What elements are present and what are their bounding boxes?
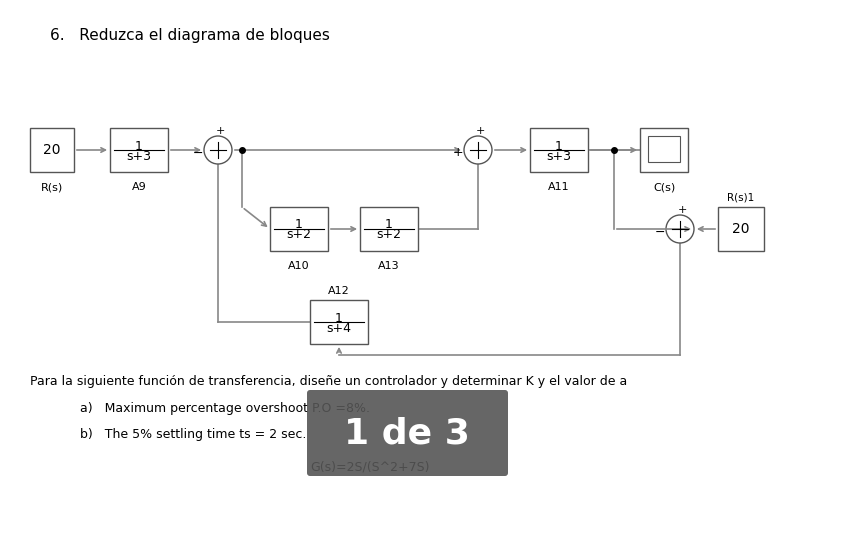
Text: −: − (655, 225, 665, 238)
Bar (310, 300, 368, 344)
Bar (30, 128, 74, 172)
Bar (530, 128, 588, 172)
Text: +: + (475, 126, 485, 136)
Bar (360, 207, 418, 251)
Text: 1: 1 (295, 218, 303, 231)
Text: 1: 1 (555, 139, 563, 152)
Text: +: + (677, 205, 687, 215)
Text: 1: 1 (385, 218, 393, 231)
Text: s+2: s+2 (287, 229, 312, 242)
Text: 1 de 3: 1 de 3 (344, 416, 470, 450)
Text: a)   Maximum percentage overshoot P.O =8%.: a) Maximum percentage overshoot P.O =8%. (80, 402, 370, 415)
Text: Para la siguiente función de transferencia, diseñe un controlador y determinar K: Para la siguiente función de transferenc… (30, 375, 627, 388)
FancyBboxPatch shape (307, 390, 508, 476)
Bar (718, 207, 764, 251)
Bar (640, 128, 688, 172)
Text: C(s): C(s) (653, 182, 675, 192)
Text: A10: A10 (289, 261, 310, 271)
Text: 6.   Reduzca el diagrama de bloques: 6. Reduzca el diagrama de bloques (50, 28, 330, 43)
Text: A9: A9 (131, 182, 146, 192)
Text: s+4: s+4 (327, 321, 352, 334)
Text: A12: A12 (328, 286, 350, 296)
Text: A13: A13 (378, 261, 400, 271)
Circle shape (204, 136, 232, 164)
Text: b)   The 5% settling time ts = 2 sec.: b) The 5% settling time ts = 2 sec. (80, 428, 307, 441)
Text: 1: 1 (335, 312, 343, 325)
Text: A11: A11 (548, 182, 570, 192)
Circle shape (666, 215, 694, 243)
Text: 20: 20 (43, 143, 60, 157)
Bar (648, 136, 680, 162)
Text: +: + (453, 146, 463, 159)
Text: +: + (215, 126, 225, 136)
Circle shape (464, 136, 492, 164)
Bar (270, 207, 328, 251)
Text: 1: 1 (135, 139, 143, 152)
Text: R(s): R(s) (41, 182, 63, 192)
Text: 20: 20 (733, 222, 750, 236)
Bar (110, 128, 168, 172)
Text: s+3: s+3 (547, 150, 571, 163)
Text: s+3: s+3 (126, 150, 151, 163)
Text: R(s)1: R(s)1 (727, 193, 754, 203)
Text: G(s)=2S/(S^2+7S): G(s)=2S/(S^2+7S) (310, 460, 429, 473)
Text: −: − (193, 146, 203, 159)
Text: s+2: s+2 (377, 229, 402, 242)
